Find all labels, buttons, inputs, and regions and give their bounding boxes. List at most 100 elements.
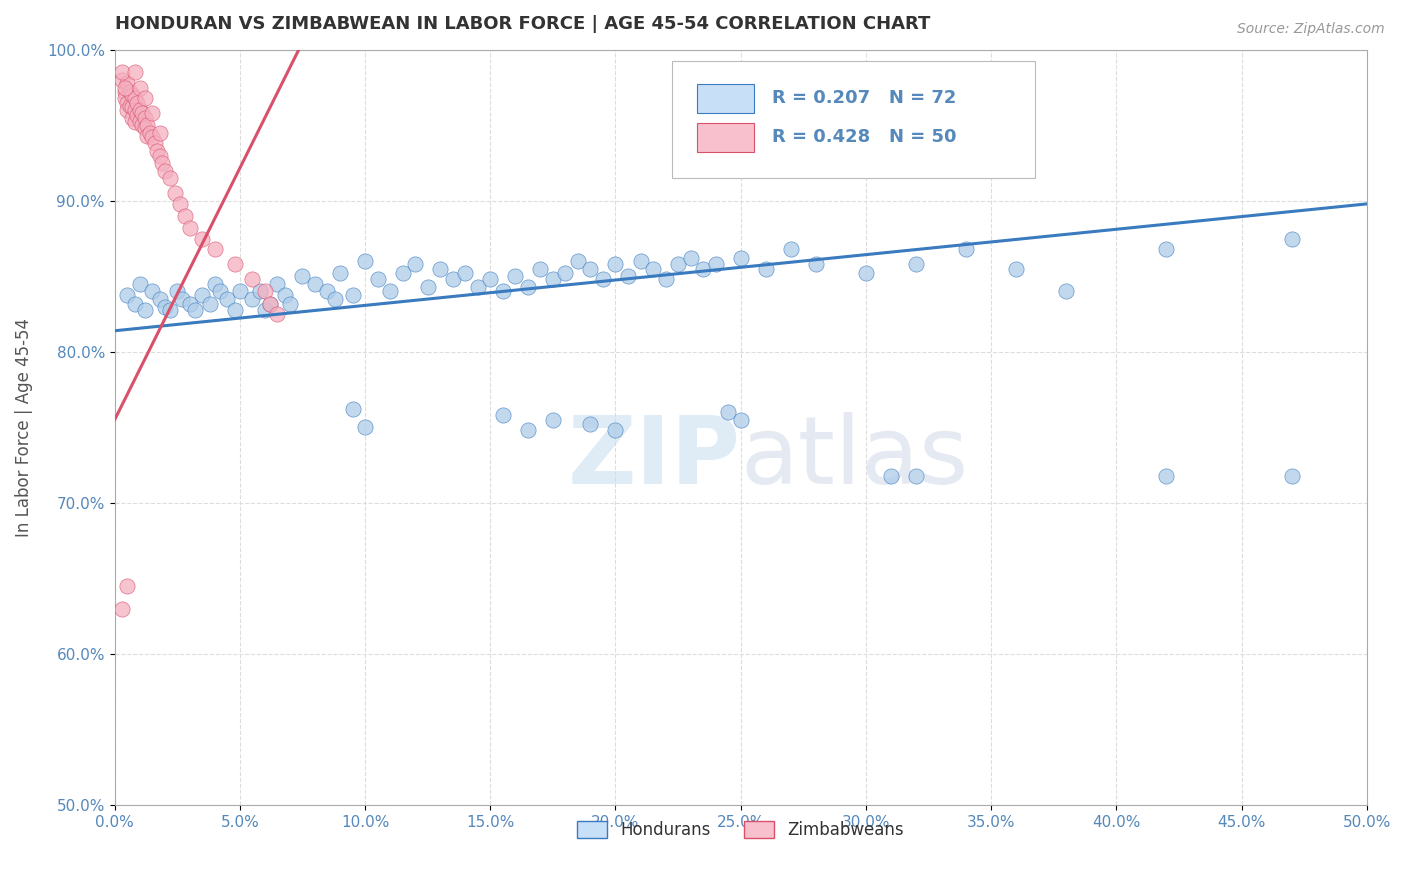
Point <box>124 296 146 310</box>
FancyBboxPatch shape <box>697 84 755 112</box>
FancyBboxPatch shape <box>672 62 1035 178</box>
Point <box>121 88 143 103</box>
Point <box>274 287 297 301</box>
Point <box>121 111 143 125</box>
Point <box>505 269 527 284</box>
Point <box>124 91 146 105</box>
Point <box>124 103 146 118</box>
Point <box>111 73 134 87</box>
Point <box>516 424 538 438</box>
Point <box>516 280 538 294</box>
Point <box>159 171 181 186</box>
Point <box>118 85 141 99</box>
Point <box>378 285 401 299</box>
Point <box>354 420 377 434</box>
Point <box>204 242 226 256</box>
Point <box>329 266 352 280</box>
Point <box>416 280 439 294</box>
Text: Source: ZipAtlas.com: Source: ZipAtlas.com <box>1237 22 1385 37</box>
Point <box>253 285 276 299</box>
Point <box>208 285 231 299</box>
Point <box>134 302 156 317</box>
Point <box>342 287 364 301</box>
Point <box>554 266 576 280</box>
Point <box>429 261 451 276</box>
Point <box>316 285 339 299</box>
Point <box>115 76 138 90</box>
Point <box>114 85 136 99</box>
Point <box>111 65 134 79</box>
Point <box>605 424 627 438</box>
Point <box>492 285 515 299</box>
Point <box>249 285 271 299</box>
Point <box>115 95 138 110</box>
Point <box>146 144 169 158</box>
Point <box>441 272 464 286</box>
Text: R = 0.428   N = 50: R = 0.428 N = 50 <box>772 128 956 146</box>
Point <box>118 99 141 113</box>
Point <box>730 252 752 266</box>
Point <box>1156 242 1178 256</box>
Point <box>1054 285 1077 299</box>
Point <box>354 254 377 268</box>
Point <box>253 302 276 317</box>
Point <box>641 261 664 276</box>
Point <box>880 468 903 483</box>
Point <box>717 405 740 419</box>
Point <box>605 257 627 271</box>
Point <box>1281 468 1303 483</box>
Point <box>630 254 652 268</box>
Point <box>128 103 150 118</box>
Point <box>124 115 146 129</box>
Point <box>323 292 346 306</box>
Point <box>467 280 489 294</box>
Point <box>692 261 714 276</box>
Point <box>804 257 827 271</box>
Point <box>592 272 614 286</box>
Point <box>1281 232 1303 246</box>
Point <box>128 80 150 95</box>
Point <box>134 121 156 136</box>
Point <box>198 296 221 310</box>
Point <box>617 269 640 284</box>
Point <box>204 277 226 291</box>
Point <box>141 106 163 120</box>
Point <box>529 261 551 276</box>
Point <box>128 277 150 291</box>
Point <box>266 277 288 291</box>
Point <box>172 292 194 306</box>
Point <box>159 302 181 317</box>
Point <box>149 126 172 140</box>
Point <box>136 119 159 133</box>
Point <box>679 252 702 266</box>
Point <box>166 285 188 299</box>
Text: HONDURAN VS ZIMBABWEAN IN LABOR FORCE | AGE 45-54 CORRELATION CHART: HONDURAN VS ZIMBABWEAN IN LABOR FORCE | … <box>115 15 929 33</box>
Point <box>229 285 252 299</box>
Point <box>905 257 928 271</box>
Point <box>224 302 246 317</box>
Point <box>259 296 281 310</box>
Point <box>184 302 207 317</box>
Point <box>191 287 214 301</box>
Text: R = 0.207   N = 72: R = 0.207 N = 72 <box>772 89 956 107</box>
Point <box>266 307 288 321</box>
Point <box>179 296 201 310</box>
Point <box>1005 261 1028 276</box>
Point <box>114 91 136 105</box>
Point <box>454 266 477 280</box>
Point <box>224 257 246 271</box>
Point <box>150 156 173 170</box>
Point <box>755 261 778 276</box>
Point <box>367 272 389 286</box>
Point <box>342 402 364 417</box>
Point <box>291 269 314 284</box>
Legend: Hondurans, Zimbabweans: Hondurans, Zimbabweans <box>571 814 911 846</box>
Point <box>173 209 195 223</box>
Point <box>115 579 138 593</box>
Point <box>855 266 877 280</box>
Point <box>141 130 163 145</box>
Point <box>654 272 676 286</box>
Text: ZIP: ZIP <box>568 411 741 504</box>
Point <box>114 80 136 95</box>
Point <box>191 232 214 246</box>
